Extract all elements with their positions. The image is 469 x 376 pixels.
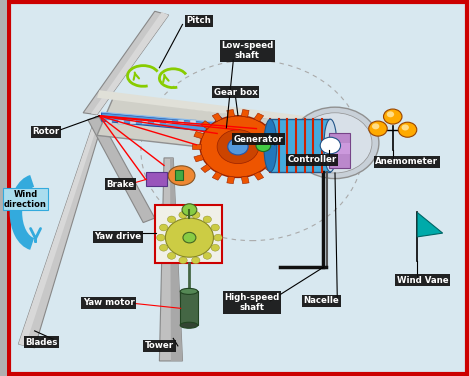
Text: Tower: Tower: [145, 341, 174, 350]
Circle shape: [211, 244, 219, 251]
Polygon shape: [102, 112, 219, 123]
Circle shape: [256, 139, 271, 152]
Circle shape: [192, 212, 200, 218]
Circle shape: [159, 224, 168, 231]
Polygon shape: [417, 212, 443, 237]
Polygon shape: [91, 12, 169, 115]
Text: Pitch: Pitch: [186, 16, 211, 25]
Bar: [175, 170, 183, 180]
Polygon shape: [275, 144, 284, 149]
Polygon shape: [18, 117, 104, 348]
Ellipse shape: [180, 322, 198, 328]
Bar: [190, 120, 196, 124]
Polygon shape: [254, 172, 264, 180]
Bar: [130, 120, 136, 124]
Bar: [118, 120, 124, 124]
Polygon shape: [212, 113, 222, 121]
Circle shape: [217, 130, 259, 164]
Polygon shape: [241, 109, 249, 117]
Circle shape: [183, 232, 196, 243]
Circle shape: [401, 124, 409, 130]
Polygon shape: [272, 132, 282, 139]
Text: Wind
direction: Wind direction: [4, 190, 47, 209]
Text: Yaw motor: Yaw motor: [83, 298, 135, 307]
Bar: [106, 120, 112, 124]
Text: Blades: Blades: [25, 338, 58, 347]
Polygon shape: [272, 155, 282, 162]
Text: Generator: Generator: [234, 135, 284, 144]
Text: Wind Vane: Wind Vane: [397, 276, 449, 285]
Text: Controller: Controller: [287, 155, 337, 164]
Bar: [180, 291, 198, 325]
Circle shape: [157, 234, 165, 241]
Polygon shape: [227, 109, 234, 117]
Circle shape: [179, 212, 187, 218]
Circle shape: [387, 111, 394, 117]
Bar: [155, 205, 222, 263]
Circle shape: [398, 122, 417, 137]
Bar: [178, 120, 184, 124]
Circle shape: [166, 218, 213, 257]
Circle shape: [203, 252, 212, 259]
Circle shape: [214, 234, 222, 241]
Circle shape: [192, 257, 200, 264]
Polygon shape: [201, 121, 212, 129]
Circle shape: [320, 137, 340, 154]
Polygon shape: [102, 113, 219, 132]
Polygon shape: [88, 117, 155, 223]
Ellipse shape: [324, 119, 337, 172]
Text: Anemometer: Anemometer: [375, 157, 438, 166]
Circle shape: [211, 224, 219, 231]
Ellipse shape: [264, 119, 277, 172]
Polygon shape: [254, 113, 264, 121]
Text: Nacelle: Nacelle: [303, 296, 339, 305]
Circle shape: [369, 121, 387, 136]
Polygon shape: [97, 98, 340, 162]
Circle shape: [200, 116, 276, 177]
Circle shape: [203, 216, 212, 223]
Polygon shape: [97, 90, 340, 128]
Text: Rotor: Rotor: [32, 127, 60, 136]
Text: Brake: Brake: [106, 180, 134, 189]
Circle shape: [167, 252, 176, 259]
Bar: [329, 143, 350, 154]
Text: Yaw drive: Yaw drive: [94, 232, 141, 241]
Ellipse shape: [214, 117, 225, 139]
Circle shape: [298, 113, 372, 173]
Circle shape: [384, 109, 402, 124]
Polygon shape: [192, 144, 201, 149]
Circle shape: [159, 244, 168, 251]
Polygon shape: [83, 11, 169, 115]
Polygon shape: [212, 172, 222, 180]
Polygon shape: [227, 176, 234, 184]
Bar: [270, 119, 330, 172]
Text: Low-speed
shaft: Low-speed shaft: [221, 41, 273, 61]
Bar: [154, 120, 160, 124]
Polygon shape: [241, 176, 249, 184]
Polygon shape: [18, 117, 100, 346]
Polygon shape: [265, 121, 275, 129]
Circle shape: [228, 138, 248, 155]
Polygon shape: [159, 158, 182, 361]
Circle shape: [179, 257, 187, 264]
Ellipse shape: [180, 288, 198, 294]
Circle shape: [291, 107, 379, 179]
Polygon shape: [194, 155, 204, 162]
Circle shape: [167, 216, 176, 223]
Polygon shape: [265, 164, 275, 173]
Bar: [329, 133, 350, 168]
Circle shape: [182, 204, 197, 216]
Ellipse shape: [168, 166, 195, 185]
Bar: [166, 120, 172, 124]
Polygon shape: [201, 164, 212, 173]
Circle shape: [372, 123, 379, 129]
Text: Gear box: Gear box: [214, 88, 257, 97]
Polygon shape: [170, 158, 182, 361]
Text: High-speed
shaft: High-speed shaft: [224, 293, 280, 312]
Bar: [142, 120, 148, 124]
Bar: [145, 172, 167, 186]
Polygon shape: [194, 132, 204, 139]
